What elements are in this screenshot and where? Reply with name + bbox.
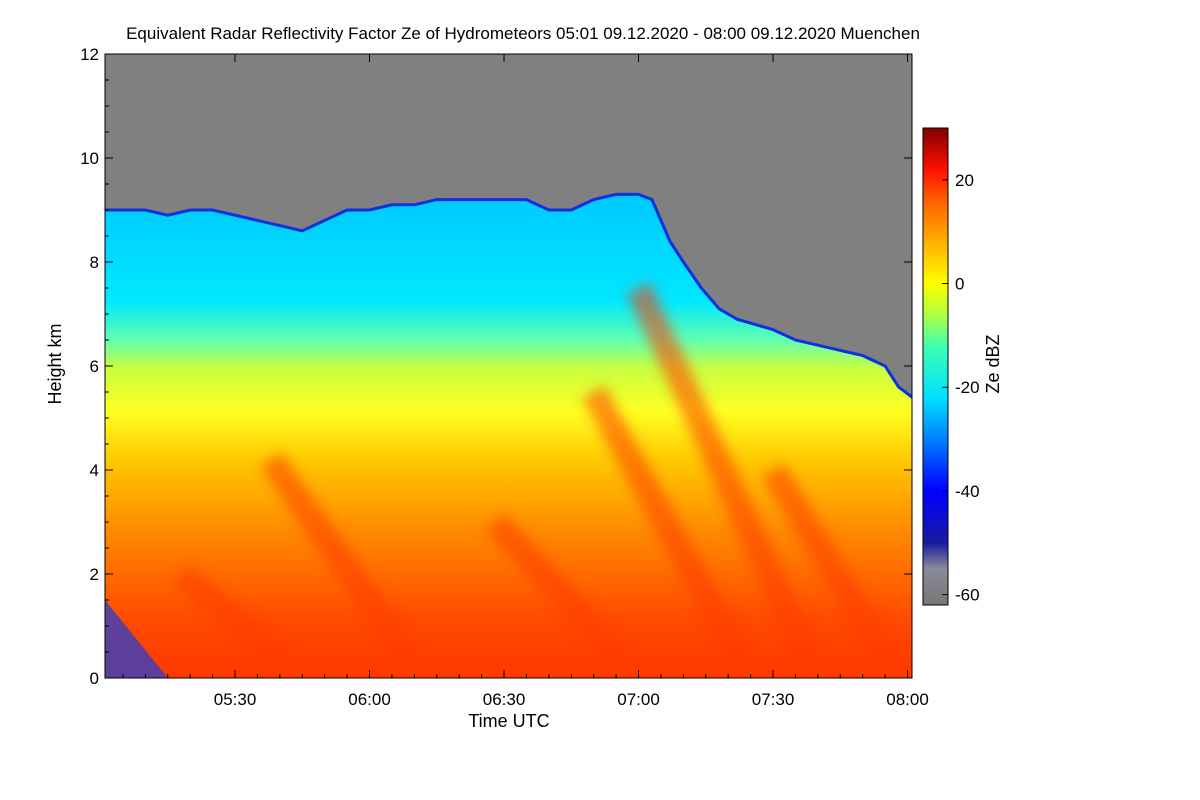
- y-tick-label: 4: [90, 461, 99, 480]
- y-tick-label: 12: [80, 45, 99, 64]
- fall-streak: [485, 513, 649, 678]
- x-axis: 05:30 06:00 06:30 07:00 07:30 08:00: [122, 54, 929, 709]
- echo-top-boundary: [105, 192, 912, 399]
- x-tick-label: 07:30: [752, 690, 795, 709]
- y-tick-label: 0: [90, 669, 99, 688]
- y-tick-label: 2: [90, 565, 99, 584]
- x-tick-label: 05:30: [214, 690, 257, 709]
- y-axis: 0 2 4 6 8 10 12: [80, 45, 912, 688]
- colorbar: 20 0 -20 -40 -60: [922, 127, 980, 606]
- reflectivity-field: [105, 194, 912, 678]
- fall-streak: [172, 564, 311, 678]
- chart-title: Equivalent Radar Reflectivity Factor Ze …: [126, 24, 920, 43]
- y-axis-label: Height km: [45, 323, 65, 404]
- colorbar-tick-label: -20: [955, 378, 980, 397]
- fall-streak: [761, 463, 910, 678]
- colorbar-gradient: [922, 127, 949, 606]
- colorbar-tick-label: 0: [955, 275, 964, 294]
- y-tick-label: 10: [80, 149, 99, 168]
- fall-streak: [260, 452, 434, 678]
- low-level-clutter: [105, 600, 168, 678]
- x-tick-label: 08:00: [886, 690, 929, 709]
- colorbar-tick-label: -60: [955, 586, 980, 605]
- y-tick-label: 8: [90, 253, 99, 272]
- x-tick-label: 07:00: [617, 690, 660, 709]
- colorbar-tick-label: 20: [955, 171, 974, 190]
- colorbar-label: Ze dBZ: [983, 334, 1003, 393]
- fall-streak: [626, 282, 830, 678]
- fall-streak: [582, 385, 762, 678]
- x-axis-label: Time UTC: [468, 711, 549, 731]
- x-tick-label: 06:30: [483, 690, 526, 709]
- y-tick-label: 6: [90, 357, 99, 376]
- plot-area: 05:30 06:00 06:30 07:00 07:30 08:00 0 2 4 6 8 10 12: [80, 45, 929, 709]
- colorbar-ticks: 20 0 -20 -40 -60: [942, 171, 980, 605]
- precipitation-streaks: [172, 282, 910, 678]
- colorbar-tick-label: -40: [955, 482, 980, 501]
- x-tick-label: 06:00: [348, 690, 391, 709]
